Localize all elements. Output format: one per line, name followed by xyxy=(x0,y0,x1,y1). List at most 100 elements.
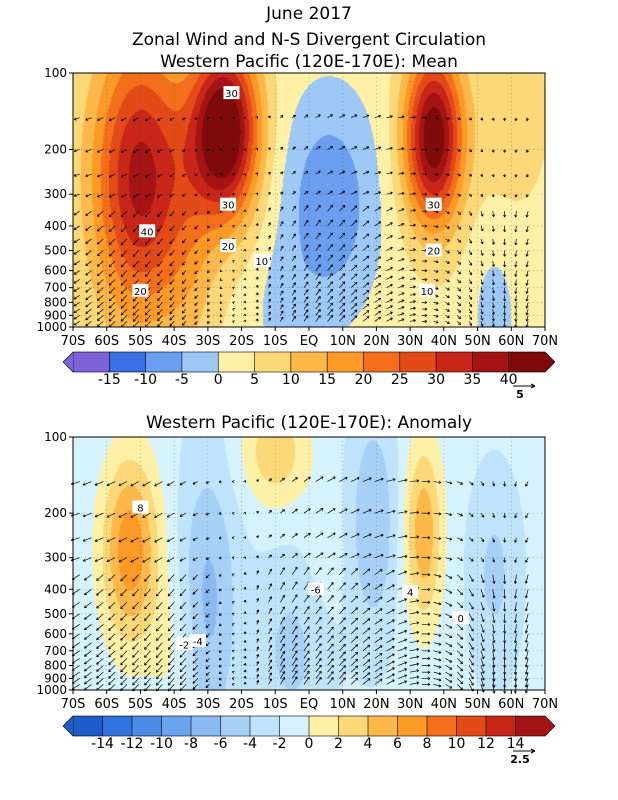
wind-vector xyxy=(132,270,139,277)
wind-vector xyxy=(303,552,311,558)
wind-vector-head xyxy=(293,233,296,237)
wind-vector-head xyxy=(330,114,333,118)
wind-vector-head xyxy=(218,536,222,540)
wind-vector-head xyxy=(108,593,112,596)
wind-vector xyxy=(154,512,163,518)
wind-vector-head xyxy=(389,191,393,195)
wind-vector xyxy=(350,627,358,635)
wind-vector-head xyxy=(219,259,223,263)
wind-vector xyxy=(350,146,358,150)
wind-vector-head xyxy=(413,319,416,323)
wind-vector-head xyxy=(401,312,405,316)
wind-vector xyxy=(350,553,360,559)
wind-vector-head xyxy=(427,663,431,668)
wind-vector-head xyxy=(155,646,159,650)
wind-vector-head xyxy=(243,209,247,213)
wind-vector-head xyxy=(243,248,247,252)
wind-vector xyxy=(525,650,529,660)
x-tick-label: 10N xyxy=(330,334,356,349)
wind-vector xyxy=(167,671,175,680)
wind-vector-head xyxy=(330,264,334,268)
wind-vector-head xyxy=(332,476,336,480)
wind-vector-head xyxy=(243,586,247,590)
wind-vector-head xyxy=(294,657,298,661)
wind-vector-head xyxy=(243,193,247,197)
wind-vector xyxy=(374,608,383,615)
wind-vector xyxy=(445,589,453,594)
wind-vector-head xyxy=(96,661,100,665)
wind-vector xyxy=(315,315,321,322)
wind-vector xyxy=(350,205,358,212)
wind-vector xyxy=(468,512,474,517)
vector-reference-label: 5 xyxy=(516,388,524,401)
wind-vector-head xyxy=(391,660,395,664)
wind-vector xyxy=(144,650,151,658)
wind-vector-head xyxy=(354,255,358,259)
wind-vector-head xyxy=(132,676,136,680)
wind-vector-head xyxy=(194,280,198,283)
wind-vector xyxy=(433,481,442,483)
wind-vector xyxy=(144,633,151,641)
colorbar-tick-label: -8 xyxy=(184,736,198,752)
wind-vector-head xyxy=(132,194,136,198)
wind-vector-head xyxy=(524,678,528,682)
wind-vector-head xyxy=(231,511,235,515)
wind-vector-head xyxy=(379,637,383,640)
wind-vector xyxy=(268,618,272,625)
wind-vector xyxy=(256,667,259,673)
wind-vector-head xyxy=(97,324,100,327)
wind-vector xyxy=(120,279,128,286)
vector-reference: 2.5 xyxy=(510,748,536,766)
wind-vector-head xyxy=(413,313,416,317)
wind-vector-head xyxy=(269,510,272,513)
colorbar-swatch xyxy=(326,351,365,373)
wind-vector-head xyxy=(503,229,507,232)
wind-vector-head xyxy=(269,478,272,482)
wind-vector-head xyxy=(354,244,358,248)
wind-vector xyxy=(179,589,187,596)
wind-vector-head xyxy=(355,644,359,648)
wind-vector-head xyxy=(379,652,383,656)
wind-vector xyxy=(445,613,453,618)
wind-vector xyxy=(468,624,474,632)
wind-vector-head xyxy=(416,681,420,685)
wind-vector-head xyxy=(354,303,358,307)
wind-vector-head xyxy=(218,573,222,577)
wind-vector-head xyxy=(447,295,450,298)
wind-vector-head xyxy=(491,298,495,302)
wind-vector-head xyxy=(514,312,518,316)
wind-vector-head xyxy=(480,241,484,245)
wind-vector-head xyxy=(231,632,235,636)
wind-vector-head xyxy=(401,318,405,322)
wind-vector-head xyxy=(181,322,185,326)
wind-vector xyxy=(179,512,187,517)
wind-vector xyxy=(97,173,104,177)
wind-vector-head xyxy=(524,595,528,599)
wind-vector-head xyxy=(491,290,495,294)
wind-vector xyxy=(120,210,128,218)
contour-label: 30 xyxy=(225,89,238,100)
wind-vector xyxy=(410,670,419,673)
wind-vector xyxy=(398,276,405,280)
wind-vector-head xyxy=(231,573,235,577)
wind-vector-head xyxy=(404,674,408,678)
wind-vector-head xyxy=(435,286,439,290)
y-tick-label: 300 xyxy=(44,187,67,201)
wind-vector-head xyxy=(424,237,428,241)
wind-vector-head xyxy=(413,293,416,297)
wind-vector-head xyxy=(144,305,148,309)
wind-vector xyxy=(457,665,463,672)
wind-vector xyxy=(157,250,163,257)
wind-vector-head xyxy=(154,539,158,543)
wind-vector-head xyxy=(166,539,170,542)
wind-vector xyxy=(445,684,453,689)
wind-vector-head xyxy=(192,537,196,541)
wind-vector-head xyxy=(342,254,346,258)
wind-vector xyxy=(386,284,393,288)
wind-vector xyxy=(468,537,474,542)
wind-vector-head xyxy=(460,513,463,517)
wind-vector-head xyxy=(144,214,148,218)
contour-label-box xyxy=(425,197,442,211)
wind-vector xyxy=(514,642,517,652)
wind-vector-head xyxy=(255,147,259,151)
